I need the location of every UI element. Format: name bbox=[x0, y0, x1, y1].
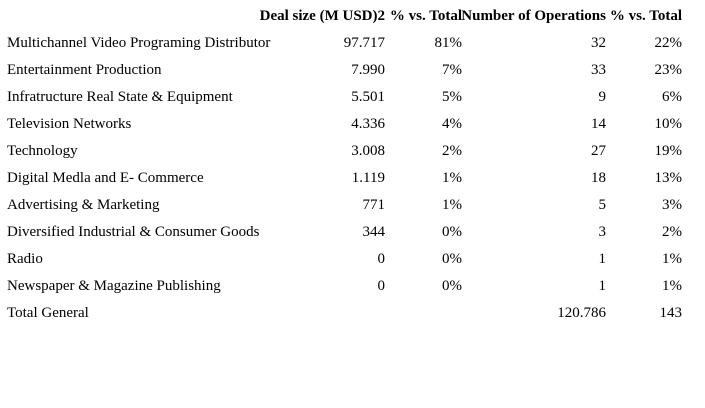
table-row: Newspaper & Magazine Publishing 0 0% 1 1… bbox=[0, 273, 705, 300]
deal-size-cell: 771 bbox=[362, 197, 386, 213]
ops-pct-cell: 22% bbox=[654, 35, 683, 51]
table-row: Entertainment Production 7.990 7% 33 23% bbox=[0, 57, 705, 84]
ops-pct-cell: 3% bbox=[662, 197, 682, 213]
deal-size-cell: 1.119 bbox=[351, 170, 385, 186]
ops-pct-cell: 13% bbox=[654, 170, 683, 186]
table-row: Infratructure Real State & Equipment 5.5… bbox=[0, 84, 705, 111]
sector-label-cell: Entertainment Production bbox=[7, 62, 162, 78]
operations-cell: 1 bbox=[598, 278, 607, 294]
header-operations: Number of Operations bbox=[461, 8, 606, 24]
table-row: Television Networks 4.336 4% 14 10% bbox=[0, 111, 705, 138]
operations-cell: 3 bbox=[598, 224, 607, 240]
deal-pct-cell: 81% bbox=[434, 35, 463, 51]
operations-cell: 5 bbox=[598, 197, 607, 213]
sector-label-cell: Advertising & Marketing bbox=[7, 197, 160, 213]
deal-pct-cell: 1% bbox=[442, 197, 462, 213]
deal-size-cell: 0 bbox=[377, 278, 386, 294]
sector-label-cell: Technology bbox=[7, 143, 78, 159]
sector-label-cell: Radio bbox=[7, 251, 43, 267]
table-row-total: Total General 120.786 143 bbox=[0, 300, 705, 327]
sector-label-cell: Newspaper & Magazine Publishing bbox=[7, 278, 221, 294]
deal-pct-cell: 0% bbox=[442, 278, 462, 294]
deal-size-cell: 0 bbox=[377, 251, 386, 267]
ops-pct-cell: 6% bbox=[662, 89, 682, 105]
table-row: Diversified Industrial & Consumer Goods … bbox=[0, 219, 705, 246]
operations-cell: 14 bbox=[591, 116, 606, 132]
sector-label-cell: Diversified Industrial & Consumer Goods bbox=[7, 224, 260, 240]
ops-pct-cell: 23% bbox=[654, 62, 683, 78]
table-header-row: Deal size (M USD)2 % vs. Total Number of… bbox=[0, 3, 705, 30]
sector-label-cell: Infratructure Real State & Equipment bbox=[7, 89, 233, 105]
deals-by-sector-table: Deal size (M USD)2 % vs. Total Number of… bbox=[0, 3, 705, 327]
deal-pct-cell: 1% bbox=[442, 170, 462, 186]
operations-cell: 18 bbox=[591, 170, 606, 186]
deal-size-cell: 97.717 bbox=[343, 35, 385, 51]
total-operations-cell: 143 bbox=[659, 305, 683, 321]
deal-size-cell: 4.336 bbox=[351, 116, 385, 132]
table-row: Radio 0 0% 1 1% bbox=[0, 246, 705, 273]
deal-pct-cell: 5% bbox=[442, 89, 462, 105]
total-deal-size-cell: 120.786 bbox=[557, 305, 606, 321]
ops-pct-cell: 1% bbox=[662, 251, 682, 267]
header-deal-pct: % vs. Total bbox=[389, 8, 462, 24]
deal-size-cell: 7.990 bbox=[351, 62, 385, 78]
ops-pct-cell: 10% bbox=[654, 116, 683, 132]
operations-cell: 27 bbox=[591, 143, 606, 159]
ops-pct-cell: 19% bbox=[654, 143, 683, 159]
ops-pct-cell: 2% bbox=[662, 224, 682, 240]
deal-pct-cell: 2% bbox=[442, 143, 462, 159]
sector-label-cell: Digital Medla and E- Commerce bbox=[7, 170, 204, 186]
operations-cell: 32 bbox=[591, 35, 606, 51]
deal-size-cell: 3.008 bbox=[351, 143, 385, 159]
operations-cell: 9 bbox=[598, 89, 607, 105]
deal-pct-cell: 4% bbox=[442, 116, 462, 132]
deal-size-cell: 344 bbox=[362, 224, 386, 240]
header-deal-size: Deal size (M USD)2 bbox=[259, 8, 385, 24]
table-row: Multichannel Video Programing Distributo… bbox=[0, 30, 705, 57]
sector-label-cell: Multichannel Video Programing Distributo… bbox=[7, 35, 271, 51]
operations-cell: 1 bbox=[598, 251, 607, 267]
deal-pct-cell: 0% bbox=[442, 224, 462, 240]
header-ops-pct: % vs. Total bbox=[609, 8, 682, 24]
sector-label-cell: Television Networks bbox=[7, 116, 132, 132]
table-row: Advertising & Marketing 771 1% 5 3% bbox=[0, 192, 705, 219]
ops-pct-cell: 1% bbox=[662, 278, 682, 294]
table-row: Digital Medla and E- Commerce 1.119 1% 1… bbox=[0, 165, 705, 192]
deal-pct-cell: 0% bbox=[442, 251, 462, 267]
total-label-cell: Total General bbox=[7, 305, 89, 321]
deal-size-cell: 5.501 bbox=[351, 89, 385, 105]
table-row: Technology 3.008 2% 27 19% bbox=[0, 138, 705, 165]
operations-cell: 33 bbox=[591, 62, 606, 78]
deal-pct-cell: 7% bbox=[442, 62, 462, 78]
